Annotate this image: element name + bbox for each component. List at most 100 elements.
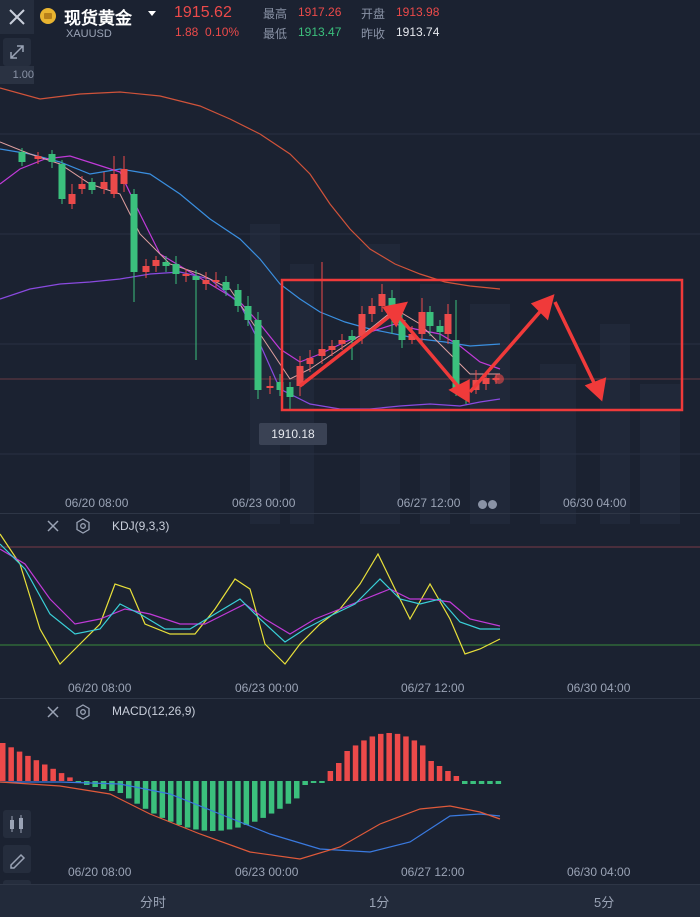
macd-bar xyxy=(495,781,502,784)
macd-x-label-4: 06/30 04:00 xyxy=(567,865,631,879)
candle-body xyxy=(328,346,336,350)
macd-close-button[interactable] xyxy=(45,704,61,725)
gear-icon xyxy=(76,518,90,534)
candle-body xyxy=(162,262,170,266)
macd-bar xyxy=(436,766,443,781)
macd-bar xyxy=(117,781,124,793)
macd-bar xyxy=(394,733,401,781)
macd-bar xyxy=(310,781,317,783)
change-percent: 0.10% xyxy=(205,25,240,39)
macd-settings-button[interactable] xyxy=(75,704,91,725)
macd-bar xyxy=(319,781,325,783)
close-button[interactable] xyxy=(0,0,34,34)
macd-bar xyxy=(445,771,451,781)
instrument-symbol: XAUUSD xyxy=(66,28,112,40)
instrument-title[interactable]: 现货黄金 xyxy=(64,9,132,28)
candle-body xyxy=(78,184,86,189)
main-grid xyxy=(0,133,700,455)
macd-bar xyxy=(243,781,250,825)
candle-body xyxy=(142,266,150,272)
low-label: 最低 xyxy=(263,27,288,41)
candle-body xyxy=(130,194,138,272)
macd-x-label-1: 06/20 08:00 xyxy=(68,865,132,879)
open-value: 1913.98 xyxy=(396,5,440,19)
low-value: 1913.47 xyxy=(298,25,342,39)
gold-coin-icon xyxy=(40,8,56,24)
candle-body xyxy=(212,280,220,282)
macd-bar xyxy=(378,733,384,781)
candle-body xyxy=(48,154,56,162)
prev-close-value: 1913.74 xyxy=(396,25,440,39)
candle-style-button[interactable] xyxy=(3,810,31,838)
macd-bar xyxy=(109,781,115,791)
macd-bar xyxy=(184,781,191,828)
arrowhead-up-2 xyxy=(530,294,555,321)
candle-body xyxy=(398,320,406,340)
kdj-indicator-label: KDJ(9,3,3) xyxy=(112,519,170,533)
candle-body xyxy=(182,274,190,276)
candle-body xyxy=(358,314,366,336)
kdj-x-label-4: 06/30 04:00 xyxy=(567,681,631,695)
tab-timeshare[interactable]: 分时 xyxy=(140,895,167,910)
kdj-x-label-2: 06/23 00:00 xyxy=(235,681,299,695)
tab-5min[interactable]: 5分 xyxy=(594,895,615,910)
chevron-down-icon[interactable] xyxy=(148,11,156,16)
prev-close-label: 昨收 xyxy=(361,27,386,41)
macd-bar xyxy=(92,781,98,787)
candle-body xyxy=(378,294,386,306)
macd-histogram xyxy=(0,733,502,831)
macd-bar xyxy=(142,781,149,809)
macd-bar xyxy=(8,747,14,781)
macd-bar xyxy=(453,776,460,781)
arrowhead-down-2 xyxy=(584,377,607,402)
candle-body xyxy=(192,276,200,280)
divider xyxy=(0,698,700,699)
macd-bar xyxy=(420,745,426,781)
kdj-close-button[interactable] xyxy=(45,518,61,539)
macd-bar xyxy=(126,781,132,799)
candle-body xyxy=(100,182,108,189)
macd-x-label-3: 06/27 12:00 xyxy=(401,865,465,879)
candle-body xyxy=(436,326,444,332)
macd-bar xyxy=(336,763,342,781)
divider xyxy=(0,513,700,514)
bb-upper-line xyxy=(0,87,501,290)
price-axis-tag: 1.00 xyxy=(0,66,34,84)
candle-body xyxy=(276,382,284,390)
kdj-settings-button[interactable] xyxy=(75,518,91,539)
more-dots-icon[interactable] xyxy=(478,496,498,514)
tab-1min[interactable]: 1分 xyxy=(369,895,390,910)
arrow-up-2 xyxy=(468,304,547,394)
macd-dea-line xyxy=(0,781,501,860)
macd-bar xyxy=(403,736,409,781)
macd-bar xyxy=(478,781,485,784)
candle-body xyxy=(34,156,42,159)
macd-bar xyxy=(210,781,216,831)
macd-bar xyxy=(411,740,418,781)
macd-bar xyxy=(25,755,31,781)
chart-canvas[interactable] xyxy=(0,44,700,884)
candle-body xyxy=(68,194,76,204)
candlestick-icon xyxy=(10,815,23,833)
main-x-label-4: 06/30 04:00 xyxy=(563,496,627,510)
open-label: 开盘 xyxy=(361,7,386,21)
draw-tool-button[interactable] xyxy=(3,845,31,873)
candle-body xyxy=(152,260,160,266)
main-x-label-3: 06/27 12:00 xyxy=(397,496,461,510)
candle-body xyxy=(18,152,26,162)
macd-bar xyxy=(235,781,241,828)
candle-body xyxy=(244,306,252,320)
macd-bar xyxy=(344,751,350,781)
candle-body xyxy=(88,182,96,190)
candle-body xyxy=(418,312,426,334)
arrow-down-2 xyxy=(553,301,599,390)
candle-body xyxy=(254,320,262,390)
macd-indicator-label: MACD(12,26,9) xyxy=(112,704,196,718)
macd-bar xyxy=(361,740,367,781)
candle-body xyxy=(58,164,66,199)
main-x-label-2: 06/23 00:00 xyxy=(232,496,296,510)
close-icon xyxy=(47,706,59,718)
fullscreen-button[interactable] xyxy=(3,38,31,66)
candle-body xyxy=(426,312,434,326)
macd-dif-line xyxy=(0,781,501,853)
